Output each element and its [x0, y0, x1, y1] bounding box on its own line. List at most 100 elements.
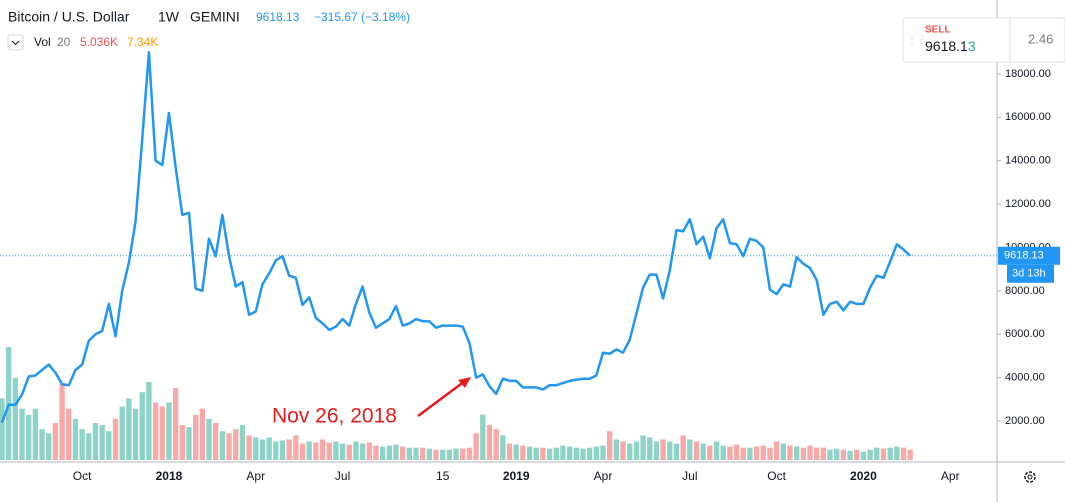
annotation-arrowhead: [458, 377, 471, 388]
volume-period: 20: [57, 35, 71, 49]
settings-gear[interactable]: [1024, 471, 1036, 483]
volume-bar: [834, 448, 840, 460]
x-tick-label: 15: [436, 469, 450, 483]
volume-bar: [867, 449, 873, 460]
volume-bar: [152, 402, 159, 460]
volume-bar: [233, 429, 239, 460]
volume-name: Vol: [34, 35, 51, 49]
volume-bar: [119, 406, 125, 460]
sell-label: SELL: [925, 25, 951, 36]
volume-bar: [373, 445, 379, 460]
volume-bar: [106, 431, 112, 460]
volume-bar: [293, 435, 299, 460]
volume-bar: [860, 451, 867, 460]
countdown-label: 3d 13h: [1012, 268, 1046, 280]
volume-bar: [273, 441, 279, 460]
volume-bar: [667, 441, 673, 460]
volume-bar: [880, 448, 887, 460]
volume-bar: [673, 443, 680, 460]
volume-bar: [446, 449, 453, 460]
annotation: Nov 26, 2018: [272, 405, 397, 428]
sell-price-last: 3: [968, 38, 976, 54]
volume-bar: [0, 398, 5, 460]
volume-bar: [687, 439, 693, 460]
volume-bar: [192, 414, 199, 460]
volume-bar: [339, 443, 346, 460]
volume-bar: [727, 446, 733, 460]
volume-bar: [546, 448, 553, 460]
volume-bar: [486, 425, 493, 460]
volume-bar: [453, 448, 459, 460]
price-change: −315.67 (−3.18%): [314, 10, 410, 24]
volume-bar: [720, 445, 726, 460]
x-tick-label: Apr: [246, 469, 265, 483]
volume-bar: [526, 446, 533, 460]
volume-bar: [206, 418, 212, 460]
drag-handle: ⋮⋮: [907, 35, 927, 46]
volume-bar: [787, 445, 793, 460]
volume-bar: [600, 445, 606, 460]
volume-bar: [72, 418, 79, 460]
volume-bar: [426, 448, 433, 460]
volume-bar: [847, 450, 853, 460]
volume-bar: [199, 408, 206, 460]
collapse-button[interactable]: [7, 34, 24, 51]
volume-bar: [660, 439, 666, 460]
volume-bar: [132, 408, 139, 460]
volume-bar: [827, 449, 833, 460]
volume-bar: [693, 441, 700, 460]
volume-bar: [413, 447, 419, 460]
x-tick-label: 2019: [503, 469, 530, 483]
volume-bar: [520, 445, 526, 460]
y-tick-label: 4000.00: [1005, 372, 1045, 384]
volume-bar: [814, 447, 820, 460]
x-tick-label: 2018: [156, 469, 183, 483]
volume-bar: [19, 408, 25, 460]
volume-bar: [12, 377, 19, 460]
collapse-icon: [11, 40, 20, 46]
volume-bar: [52, 423, 59, 460]
last-price: 9618.13: [256, 10, 300, 24]
volume-bar: [747, 447, 753, 460]
volume-bar: [146, 381, 152, 460]
volume-bar: [473, 433, 479, 460]
volume-bar: [299, 443, 306, 460]
volume-bar: [807, 445, 813, 460]
volume-bar: [99, 425, 105, 460]
volume-bar: [593, 446, 599, 460]
sell-panel[interactable]: ⋮⋮ SELL 9618.13 2.46: [902, 17, 1065, 63]
volume-bar: [112, 418, 119, 460]
volume-bar: [740, 447, 746, 460]
volume-bar: [580, 448, 586, 460]
volume-bar: [573, 447, 579, 460]
volume-bar: [780, 443, 786, 460]
x-tick-label: 2020: [850, 469, 877, 483]
volume-bar: [854, 449, 860, 460]
volume-bar: [346, 444, 352, 460]
annotation-arrow: [417, 379, 466, 418]
volume-bar: [480, 414, 486, 460]
volume-bar: [319, 439, 326, 460]
volume-bar: [313, 442, 319, 460]
volume-bar: [586, 447, 593, 460]
volume-bar: [613, 439, 620, 460]
volume-bar: [26, 414, 32, 460]
volume-bar: [647, 437, 653, 460]
volume-bar: [460, 448, 466, 460]
y-tick-label: 12000.00: [1005, 198, 1051, 210]
volume-bar: [239, 425, 246, 460]
last-price-box: [998, 246, 1060, 265]
volume-bar: [219, 431, 226, 460]
x-tick-label: Oct: [73, 469, 92, 483]
y-tick-label: 16000.00: [1005, 111, 1051, 123]
plot-area: [0, 51, 913, 460]
volume-bar: [286, 439, 292, 460]
volume-bar: [266, 437, 272, 460]
volume-bar: [653, 441, 660, 460]
volume-bar: [333, 441, 339, 460]
volume-bar: [680, 435, 686, 460]
volume-bar: [900, 447, 907, 460]
volume-bar: [213, 423, 219, 460]
volume-bar: [493, 429, 499, 460]
sell-box[interactable]: [902, 17, 1065, 63]
